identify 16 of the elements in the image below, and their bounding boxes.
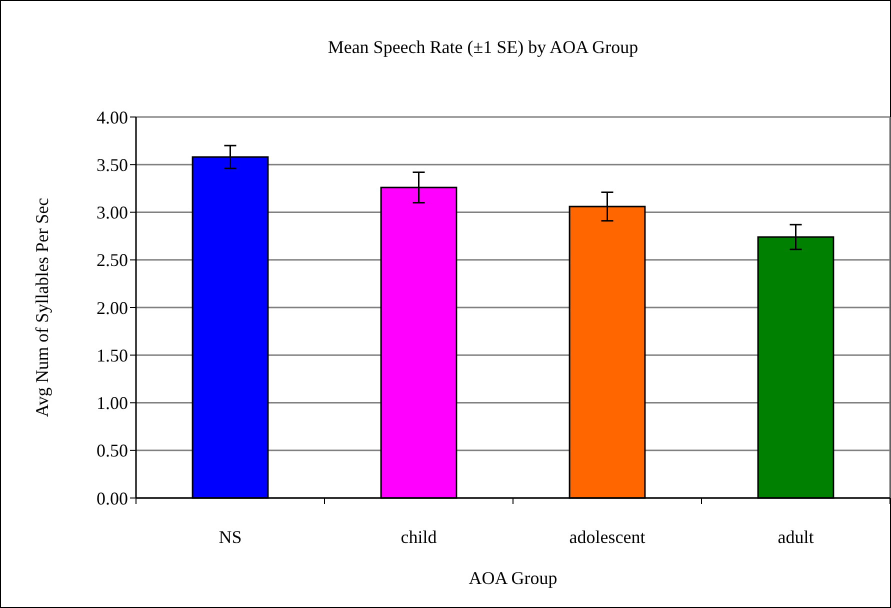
y-tick-label: 3.00 bbox=[96, 202, 128, 223]
y-tick-label: 1.50 bbox=[96, 345, 128, 366]
x-tick-label: child bbox=[400, 527, 437, 547]
y-tick-label: 0.50 bbox=[96, 440, 128, 461]
y-tick-label: 1.00 bbox=[96, 393, 128, 414]
chart-title: Mean Speech Rate (±1 SE) by AOA Group bbox=[328, 37, 638, 57]
x-tick-label: adult bbox=[778, 527, 814, 547]
x-tick-label: NS bbox=[218, 527, 242, 547]
x-tick-label: adolescent bbox=[569, 527, 646, 547]
y-tick-label: 3.50 bbox=[96, 154, 128, 175]
y-tick-label: 2.00 bbox=[96, 298, 128, 318]
y-axis-title: Avg Num of Syllables Per Sec bbox=[32, 198, 52, 418]
y-tick-label: 2.50 bbox=[96, 250, 128, 270]
y-tick-label: 0.00 bbox=[96, 488, 128, 508]
x-axis-title: AOA Group bbox=[468, 568, 558, 588]
y-tick-label: 4.00 bbox=[96, 107, 128, 128]
